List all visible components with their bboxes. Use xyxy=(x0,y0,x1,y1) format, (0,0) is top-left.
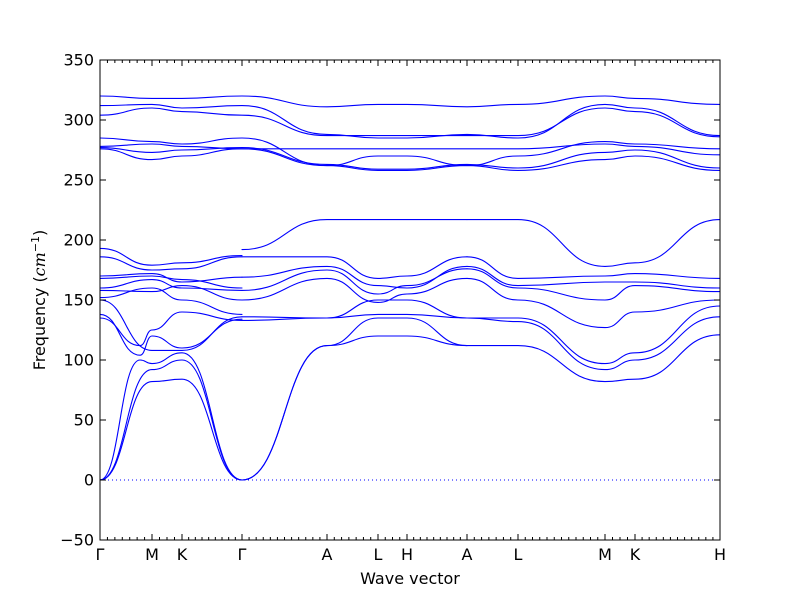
x-tick-label: M xyxy=(145,545,159,564)
y-tick-label: 100 xyxy=(63,351,94,370)
y-tick-label: 300 xyxy=(63,111,94,130)
band-line-22 xyxy=(241,219,468,251)
band-line-7 xyxy=(99,287,243,315)
band-line-2 xyxy=(99,359,243,481)
band-line-24 xyxy=(466,316,721,371)
y-axis-label-close: ) xyxy=(30,230,49,236)
y-axis-label-text: Frequency ( xyxy=(30,276,49,370)
x-tick-label: Γ xyxy=(238,545,247,564)
band-line-1 xyxy=(99,378,243,481)
band-line-32 xyxy=(99,147,721,170)
band-line-27 xyxy=(466,268,721,301)
y-axis-unit-exponent: −1 xyxy=(29,236,42,252)
y-tick-label: 350 xyxy=(63,51,94,70)
x-tick-label: H xyxy=(714,545,726,564)
y-tick-label: −50 xyxy=(60,531,94,550)
band-line-11 xyxy=(99,273,243,283)
band-line-30 xyxy=(466,219,721,267)
y-ticks: −50 0 50 100 150 200 250 300 350 xyxy=(60,51,720,550)
y-tick-label: 150 xyxy=(63,291,94,310)
band-line-18 xyxy=(241,277,468,303)
x-tick-label: M xyxy=(598,545,612,564)
x-axis-label: Wave vector xyxy=(360,569,460,588)
x-tick-label: L xyxy=(514,545,523,564)
y-axis-unit: cm xyxy=(30,252,49,276)
band-line-9 xyxy=(99,279,243,291)
band-line-28 xyxy=(466,265,721,289)
x-tick-label: K xyxy=(630,545,641,564)
band-line-5 xyxy=(99,311,243,347)
band-line-33 xyxy=(99,143,721,156)
band-line-3 xyxy=(99,352,243,481)
band-line-29 xyxy=(466,256,721,279)
band-line-6 xyxy=(99,299,243,351)
band-line-8 xyxy=(99,285,243,301)
x-tick-label: L xyxy=(374,545,383,564)
band-line-13 xyxy=(99,247,243,266)
band-line-15 xyxy=(241,317,468,481)
y-tick-label: 250 xyxy=(63,171,94,190)
x-tick-label: K xyxy=(177,545,188,564)
band-line-19 xyxy=(241,268,468,295)
band-line-37 xyxy=(99,95,721,108)
band-line-26 xyxy=(466,277,721,329)
x-tick-label: H xyxy=(401,545,413,564)
band-line-20 xyxy=(241,265,468,289)
band-line-25 xyxy=(466,305,721,365)
y-tick-label: 50 xyxy=(74,411,94,430)
band-line-16 xyxy=(241,313,468,321)
y-tick-label: 200 xyxy=(63,231,94,250)
band-line-12 xyxy=(99,256,243,271)
y-tick-label: 0 xyxy=(84,471,94,490)
band-line-34 xyxy=(99,137,721,167)
band-line-17 xyxy=(241,299,468,319)
y-axis-label: Frequency (cm−1) xyxy=(29,230,50,371)
band-lines xyxy=(99,95,721,481)
x-tick-label: Γ xyxy=(96,545,105,564)
plot-frame xyxy=(99,59,721,541)
x-tick-label: A xyxy=(462,545,473,564)
x-tick-label: A xyxy=(322,545,333,564)
band-line-35 xyxy=(99,107,721,138)
band-line-4 xyxy=(99,313,243,356)
band-line-21 xyxy=(241,256,468,279)
band-line-36 xyxy=(99,103,721,139)
band-line-31 xyxy=(99,148,721,171)
band-line-23 xyxy=(466,334,721,383)
